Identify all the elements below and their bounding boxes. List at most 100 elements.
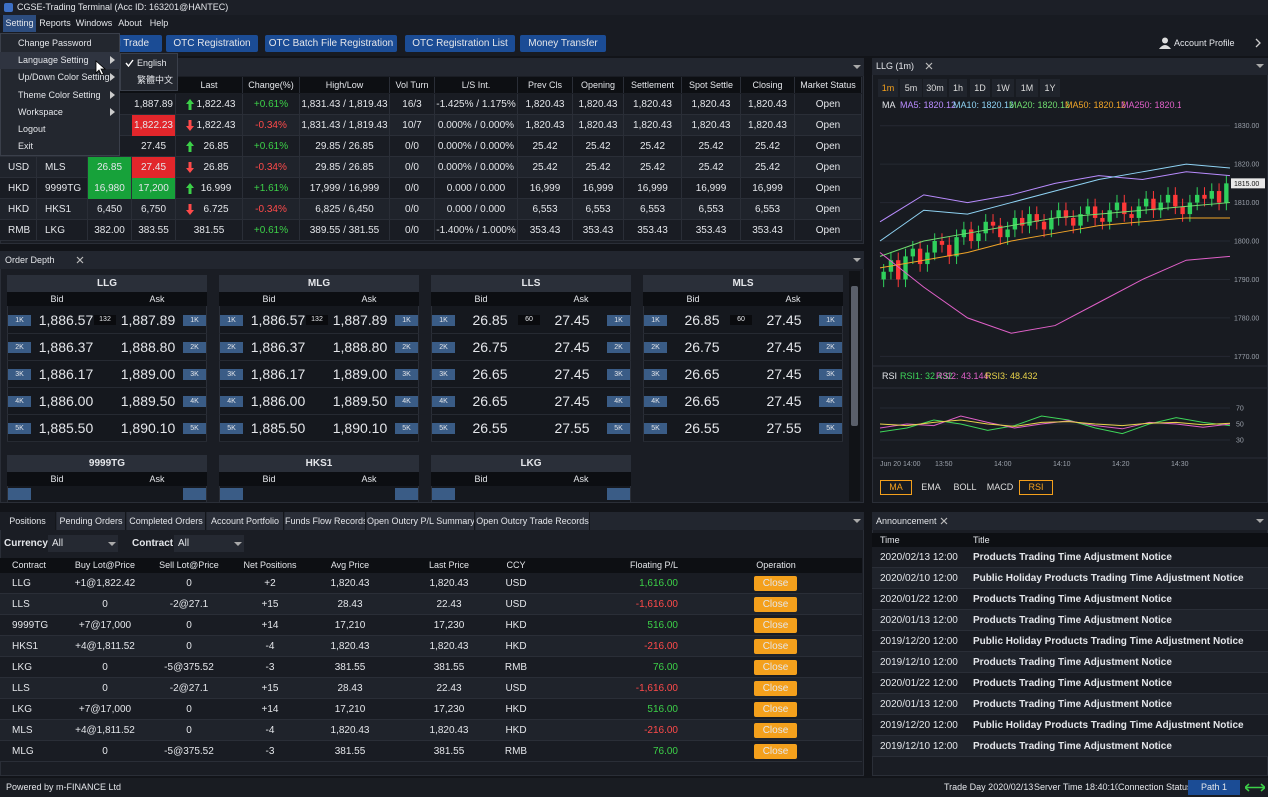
- dropdown-item[interactable]: Exit: [18, 141, 34, 152]
- position-cell: 381.55: [433, 662, 465, 673]
- close-button[interactable]: Close: [754, 639, 797, 654]
- position-cell: 76.00: [652, 746, 678, 757]
- x-tick-label: 14:10: [1053, 461, 1071, 468]
- interval-button[interactable]: 30m: [923, 79, 947, 97]
- position-cell: +4@1,811.52: [75, 641, 135, 652]
- tab[interactable]: Open Outcry P/L Summary: [367, 512, 475, 530]
- menu-item[interactable]: Reports: [39, 18, 71, 28]
- qty-box-stub: [8, 488, 31, 500]
- tab[interactable]: Open Outcry Trade Records: [476, 512, 590, 530]
- dropdown-item[interactable]: Workspace: [18, 106, 63, 117]
- account-profile[interactable]: Account Profile: [1174, 38, 1235, 48]
- qty-box-stub: [183, 488, 206, 500]
- indicator-tab[interactable]: BOLL: [953, 482, 977, 492]
- qty-box: 1K: [607, 315, 630, 326]
- quote-cell: Open: [795, 157, 862, 178]
- dropdown-item[interactable]: Up/Down Color Setting: [18, 72, 110, 83]
- close-icon[interactable]: [925, 62, 933, 70]
- filter-select[interactable]: All: [48, 535, 118, 552]
- indicator-tab[interactable]: EMA: [921, 482, 941, 492]
- candle-body: [1143, 198, 1149, 207]
- announcement-row[interactable]: [872, 568, 1268, 589]
- position-cell: 28.43: [337, 599, 363, 610]
- bid-price: 1,886.37: [250, 339, 306, 355]
- announcement-row[interactable]: [872, 589, 1268, 610]
- chevron-glyph: [1255, 38, 1261, 48]
- position-cell: MLG: [12, 746, 34, 757]
- candle-body: [998, 225, 1003, 238]
- announcement-row[interactable]: [872, 610, 1268, 631]
- quote-cell: MLS: [37, 157, 88, 178]
- dropdown-item[interactable]: Language Setting: [0, 52, 120, 70]
- tab[interactable]: Funds Flow Records: [285, 512, 366, 530]
- announcement-row[interactable]: [872, 736, 1268, 757]
- qty-box: 1K: [432, 315, 455, 326]
- legend-entry: MA50: 1820.12: [1065, 100, 1125, 110]
- dropdown-item[interactable]: Logout: [18, 124, 46, 134]
- interval-button[interactable]: 1W: [992, 79, 1014, 97]
- announcement-row[interactable]: [872, 673, 1268, 694]
- menu-item[interactable]: Setting: [3, 15, 36, 32]
- close-button[interactable]: Close: [754, 597, 797, 612]
- announcement-row[interactable]: [872, 694, 1268, 715]
- dropdown-item[interactable]: Theme Color Setting: [18, 89, 101, 100]
- interval-button[interactable]: 1D: [970, 79, 990, 97]
- toolbar-button[interactable]: Money Transfer: [520, 35, 606, 52]
- chevron: [1255, 38, 1261, 48]
- menu-item[interactable]: Windows: [75, 18, 113, 28]
- close-button[interactable]: Close: [754, 660, 797, 675]
- quote-cell: 0/0: [390, 136, 435, 157]
- interval-button[interactable]: 1Y: [1040, 79, 1060, 97]
- tab[interactable]: Completed Orders: [127, 512, 206, 530]
- tab[interactable]: Account Portfolio: [207, 512, 284, 530]
- position-cell: -216.00: [644, 725, 678, 736]
- close-button[interactable]: Close: [754, 576, 797, 591]
- qty-box: 5K: [395, 423, 418, 434]
- ask-price: 1,889.50: [332, 393, 388, 409]
- book-name: LKG: [431, 455, 631, 472]
- path-button[interactable]: Path 1: [1188, 780, 1240, 795]
- toolbar-button[interactable]: OTC Batch File Registration: [265, 35, 397, 52]
- spread-box: 60: [518, 315, 540, 325]
- close-button[interactable]: Close: [754, 618, 797, 633]
- close-button[interactable]: Close: [754, 744, 797, 759]
- announcement-row[interactable]: [872, 631, 1268, 652]
- positions-header: [0, 558, 862, 573]
- menu-item[interactable]: About: [118, 18, 142, 28]
- close-icon[interactable]: [76, 256, 84, 264]
- quote-cell: Open: [795, 136, 862, 157]
- close-icon[interactable]: [940, 517, 948, 525]
- column-header: Spot Settle: [682, 77, 741, 93]
- indicator-tab[interactable]: MA: [880, 480, 912, 495]
- toolbar-button[interactable]: OTC Registration: [166, 35, 258, 52]
- tab[interactable]: Positions: [0, 512, 56, 530]
- bid-label: Bid: [643, 292, 743, 306]
- dropdown-item[interactable]: Change Password: [18, 38, 92, 48]
- rsi-line: [879, 415, 1231, 435]
- toolbar-button[interactable]: OTC Registration List: [405, 35, 515, 52]
- menu-item[interactable]: Help: [149, 18, 169, 28]
- tab[interactable]: Pending Orders: [57, 512, 126, 530]
- indicator-tab[interactable]: MACD: [986, 482, 1014, 492]
- interval-button[interactable]: 5m: [900, 79, 922, 97]
- ask-label: Ask: [531, 472, 631, 486]
- x-tick-label: 13:50: [935, 461, 953, 468]
- submenu-item[interactable]: 繁體中文: [137, 75, 174, 85]
- indicator-tab[interactable]: RSI: [1019, 480, 1053, 495]
- interval-button[interactable]: 1m: [878, 79, 898, 97]
- column-header: Market Status: [795, 77, 862, 93]
- interval-button[interactable]: 1h: [949, 79, 967, 97]
- announcement-row[interactable]: [872, 547, 1268, 568]
- close-button[interactable]: Close: [754, 702, 797, 717]
- filter-select[interactable]: All: [174, 535, 244, 552]
- interval-button[interactable]: 1M: [1016, 79, 1038, 97]
- close-glyph: [76, 256, 84, 264]
- close-button[interactable]: Close: [754, 723, 797, 738]
- quote-cell: 6,450: [88, 199, 132, 220]
- announcement-row[interactable]: [872, 715, 1268, 736]
- quote-cell: 6.725: [176, 199, 243, 220]
- announcement-time: 2020/02/13 12:00: [880, 552, 958, 563]
- announcement-row[interactable]: [872, 652, 1268, 673]
- submenu-item[interactable]: English: [137, 58, 167, 68]
- close-button[interactable]: Close: [754, 681, 797, 696]
